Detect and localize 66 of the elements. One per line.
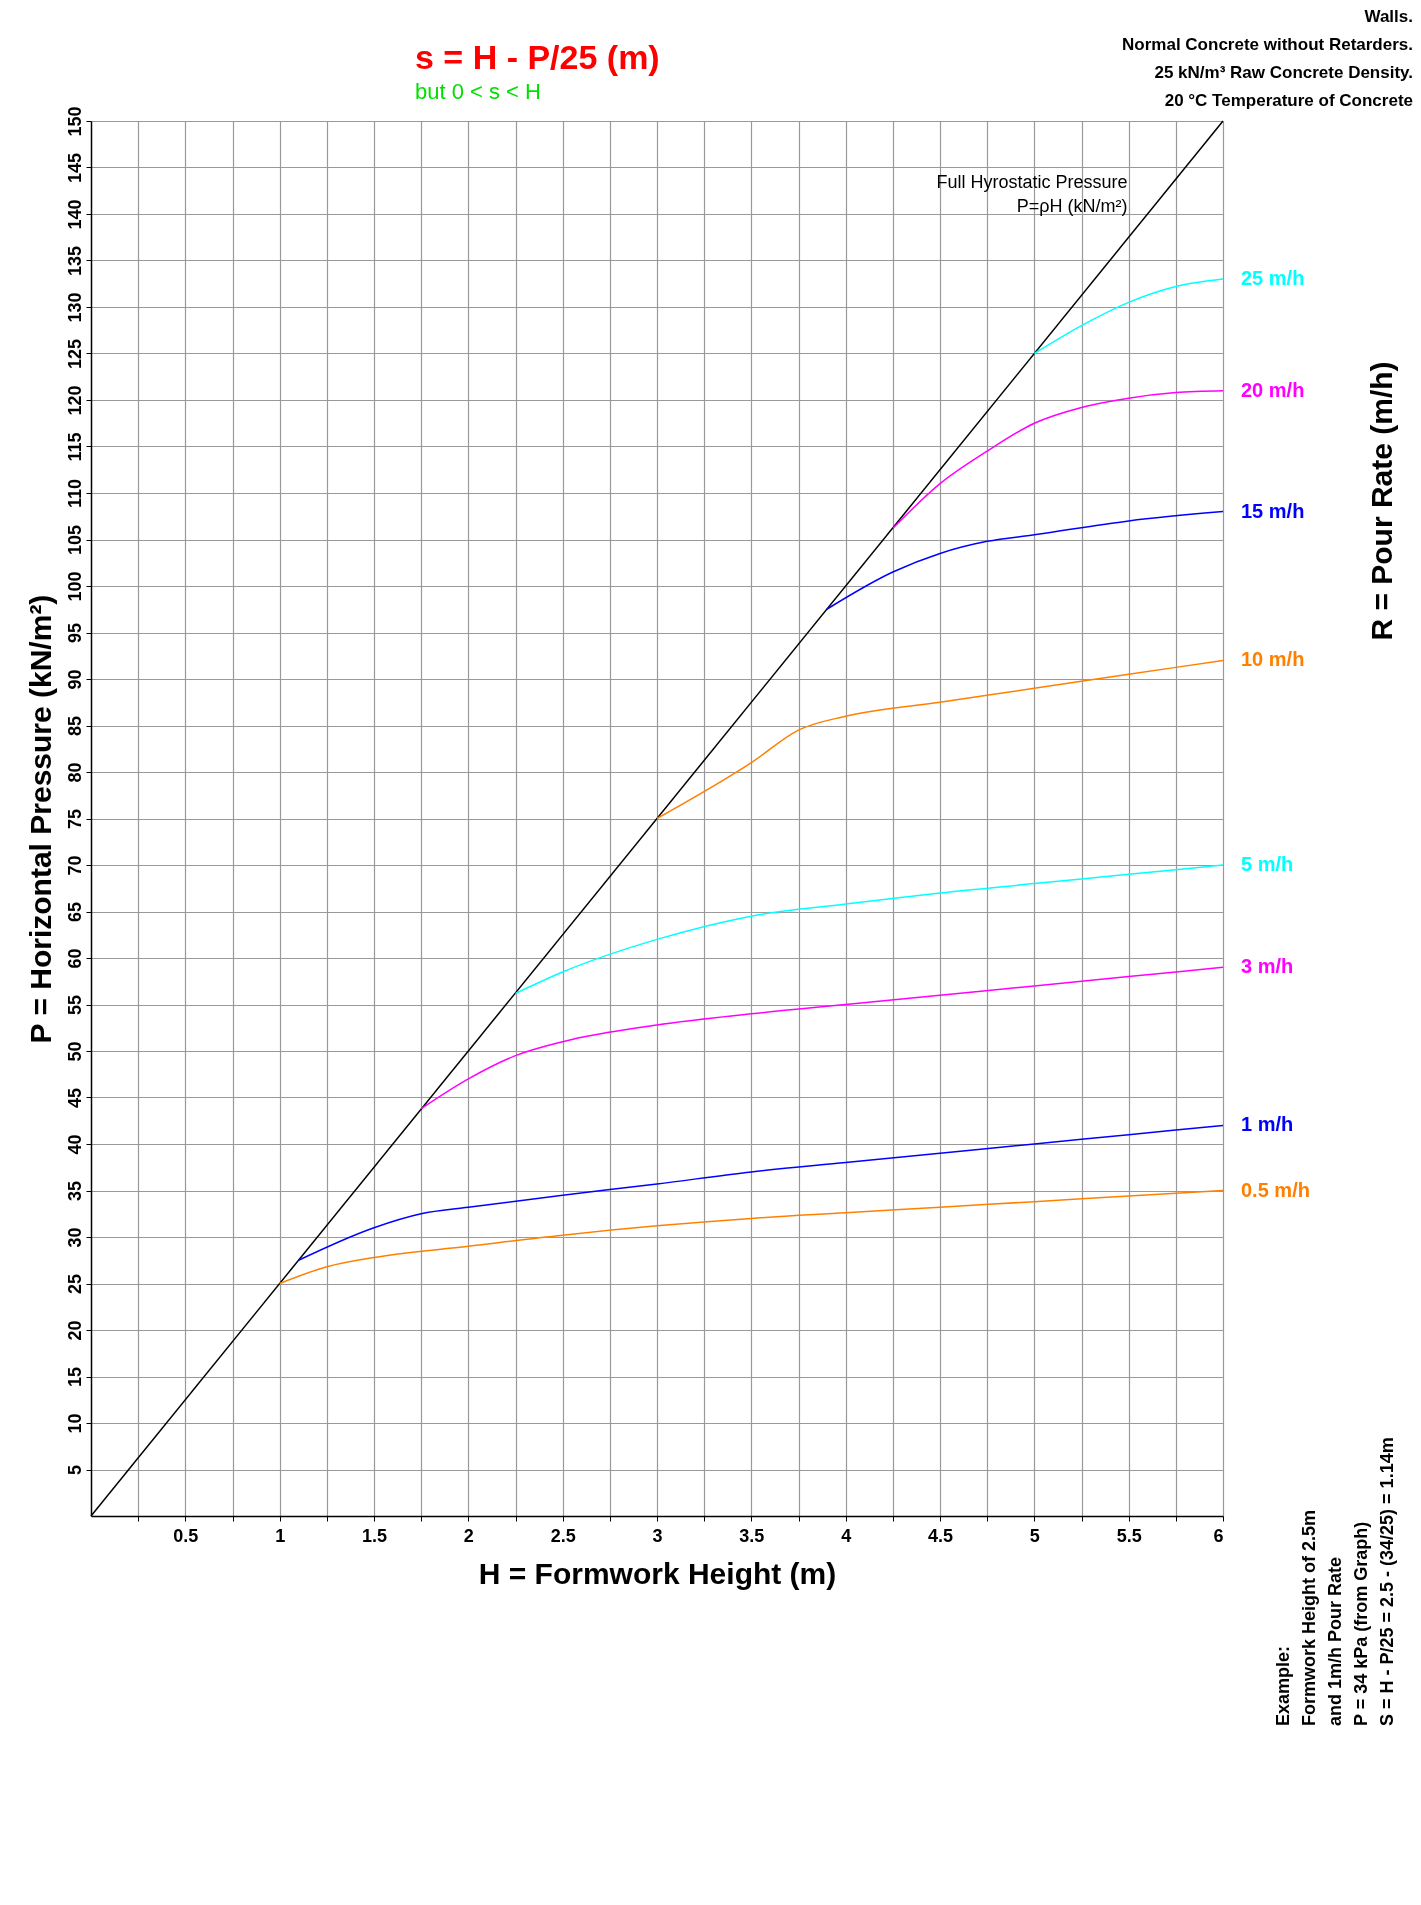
y-tick-label: 55 <box>64 994 85 1016</box>
y-tick-label: 10 <box>64 1413 85 1434</box>
y-tick-label: 110 <box>64 478 85 509</box>
y-tick-label: 85 <box>64 715 85 737</box>
x-tick-label: 5.5 <box>1116 1525 1142 1546</box>
y-tick-label: 105 <box>64 524 85 556</box>
y-tick-label: 130 <box>64 292 85 323</box>
line-series <box>514 864 1224 995</box>
chart-title: s = H - P/25 (m) <box>415 38 660 76</box>
annotation: Full Hyrostatic Pressure P=ρH (kN/m²) <box>936 172 1128 216</box>
y-tick-label: 5 <box>64 1464 85 1476</box>
x-tick-label: 1 <box>275 1525 286 1546</box>
y-tick-label: 125 <box>64 338 85 370</box>
y-tick-label: 60 <box>64 948 85 969</box>
y-tick-label: 100 <box>64 571 85 602</box>
y-tick-label: 20 <box>64 1320 85 1341</box>
line-series <box>656 659 1224 820</box>
series-label: 25 m/h <box>1241 267 1305 290</box>
y-tick-label: 145 <box>64 152 85 184</box>
series-label: 1 m/h <box>1241 1113 1294 1136</box>
x-tick-label: 3 <box>652 1525 663 1546</box>
series-label: 0.5 m/h <box>1241 1178 1310 1201</box>
text: Walls. Normal Concrete without Retarders. 25 kN/m³ Raw Concrete Density. 20 °C Temperature of Concrete <box>1122 7 1413 110</box>
series-label: 20 m/h <box>1241 378 1305 401</box>
x-tick-label: 5 <box>1029 1525 1040 1546</box>
y-tick-label: 50 <box>64 1041 85 1062</box>
x-tick-label: 2 <box>463 1525 474 1546</box>
y-tick-label: 135 <box>64 245 85 277</box>
x-axis-title: H = Formwork Height (m) <box>478 1556 837 1590</box>
line-series <box>278 1189 1224 1285</box>
y-tick-label: 40 <box>64 1134 85 1155</box>
y-tick-label: 80 <box>64 762 85 783</box>
y-tick-label: 70 <box>64 855 85 876</box>
x-tick-label: 4.5 <box>927 1525 954 1546</box>
series-label: 3 m/h <box>1241 955 1294 978</box>
line-series <box>1033 278 1224 355</box>
y2-axis-title: R = Pour Rate (m/h) <box>1365 361 1398 641</box>
y-tick-label: 65 <box>64 901 85 923</box>
x-tick-label: 6 <box>1213 1525 1224 1546</box>
chart-subtitle: but 0 < s < H <box>415 79 541 104</box>
y-tick-label: 95 <box>64 622 85 644</box>
x-tick-label: 4 <box>841 1525 852 1546</box>
series-label: 15 m/h <box>1241 499 1305 522</box>
x-tick-label: 3.5 <box>739 1525 765 1546</box>
y-tick-label: 25 <box>64 1273 85 1295</box>
series-label: 5 m/h <box>1241 853 1294 875</box>
y-tick-label: 15 <box>64 1366 85 1388</box>
x-tick-label: 0.5 <box>173 1525 199 1546</box>
y-tick-label: 30 <box>64 1227 85 1248</box>
x-tick-label: 1.5 <box>361 1525 388 1546</box>
series-label: 10 m/h <box>1241 648 1305 671</box>
y-tick-label: 115 <box>64 432 85 462</box>
y-tick-label: 35 <box>64 1180 85 1202</box>
line-series <box>420 966 1224 1110</box>
y-tick-label: 150 <box>64 106 85 137</box>
line-series <box>892 389 1224 530</box>
x-tick-label: 2.5 <box>550 1525 576 1546</box>
y-tick-label: 45 <box>64 1087 85 1109</box>
y-axis-title: P = Horizontal Pressure (kN/m²) <box>23 594 57 1044</box>
line-series <box>297 1124 1224 1261</box>
y-tick-label: 120 <box>64 385 85 416</box>
y-tick-label: 140 <box>64 199 85 230</box>
y-tick-label: 75 <box>64 808 85 830</box>
y-tick-label: 90 <box>64 669 85 690</box>
text: Example: Formwork Height of 2.5m and 1m/h Pour Rate P = 34 kPa (from Graph) S = H - P/25 = 2.5 - (34/25) = 1.14m <box>1273 1437 1397 1726</box>
line-series <box>826 510 1224 610</box>
